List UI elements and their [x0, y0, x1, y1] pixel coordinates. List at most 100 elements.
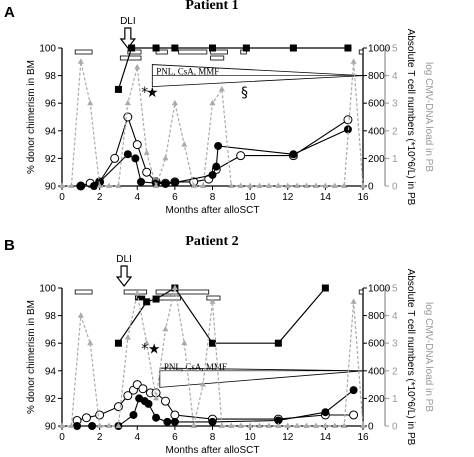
- cmv-point: [275, 182, 282, 188]
- y-left-tick-label: 92: [45, 154, 57, 165]
- cmv-point: [190, 422, 197, 428]
- cmv-point: [218, 85, 225, 92]
- t-cell-point-filled: [137, 177, 146, 186]
- chimerism-point: [152, 44, 160, 52]
- y-right-tick-label: 200: [368, 154, 385, 165]
- annotation-symbol: §: [241, 85, 248, 101]
- panel-letter: B: [4, 237, 15, 254]
- cmv-point: [322, 422, 329, 428]
- chimerism-point: [209, 339, 216, 347]
- t-cell-point-filled: [170, 417, 179, 426]
- t-cell-point-open: [170, 410, 180, 420]
- y-right-tick-label: 400: [368, 126, 385, 137]
- t-cell-point-open: [349, 410, 359, 420]
- chimerism-point: [171, 44, 179, 52]
- y-right2-tick-label: 0: [392, 182, 398, 193]
- t-cell-point-filled: [88, 422, 97, 430]
- chimerism-point: [344, 44, 352, 52]
- cmv-point: [341, 182, 348, 188]
- t-cell-point-open: [343, 115, 353, 125]
- cmv-point: [200, 381, 207, 387]
- y-left-tick-label: 98: [45, 71, 57, 82]
- cmv-point: [96, 182, 103, 188]
- cmv-point: [228, 182, 235, 188]
- cmv-point: [284, 422, 291, 428]
- y-left-axis-label: % donor chimerism in BM: [26, 300, 37, 414]
- x-tick-label: 0: [59, 192, 65, 203]
- cmv-point: [256, 422, 263, 428]
- chart-title: Patient 2: [185, 234, 238, 249]
- annotation-symbol: *: [141, 342, 148, 358]
- cmv-point: [237, 182, 244, 188]
- treatment-bar: [358, 49, 364, 55]
- t-cell-point-filled: [170, 178, 179, 187]
- t-cell-point-filled: [289, 150, 298, 159]
- cmv-point: [265, 182, 272, 188]
- y-right2-tick-label: 1: [392, 394, 398, 405]
- annotation-symbol: *: [141, 85, 148, 101]
- t-cell-point-filled: [76, 182, 85, 190]
- t-cell-point-open: [123, 391, 133, 401]
- y-right2-tick-label: 1: [392, 154, 398, 165]
- cmv-point: [284, 182, 291, 188]
- dli-arrow: [119, 27, 137, 49]
- cmv-point: [106, 422, 113, 428]
- t-cell-point-open: [123, 112, 133, 122]
- cmv-point: [59, 422, 65, 428]
- cmv-point: [134, 290, 141, 296]
- cmv-point: [294, 182, 301, 188]
- cmv-line: [62, 287, 364, 427]
- x-tick-label: 6: [172, 192, 178, 203]
- chimerism-point: [152, 295, 160, 303]
- cmv-point: [134, 63, 141, 70]
- cmv-point: [331, 422, 338, 428]
- chimerism-line: [117, 47, 348, 90]
- cmv-point: [294, 422, 301, 428]
- x-tick-label: 0: [59, 432, 65, 443]
- y-right-tick-label: 0: [368, 422, 374, 433]
- y-right2-tick-label: 2: [392, 126, 398, 137]
- cmv-point: [106, 182, 113, 188]
- chimerism-point: [128, 44, 136, 52]
- dli-label: DLI: [116, 254, 132, 265]
- y-right2-tick-label: 0: [392, 422, 398, 433]
- therapy-wedge: [159, 367, 364, 388]
- annotation-symbol: ★: [148, 342, 161, 358]
- therapy-label: PNL, CsA, MMF: [164, 362, 227, 372]
- cmv-point: [275, 422, 282, 428]
- chimerism-point: [114, 85, 122, 93]
- cmv-point: [153, 182, 160, 188]
- cmv-point: [237, 422, 244, 428]
- cmv-point: [247, 422, 254, 428]
- cmv-point: [68, 422, 75, 428]
- cmv-point: [360, 422, 366, 428]
- cmv-point: [87, 99, 94, 106]
- t-cell-point-open: [81, 413, 91, 423]
- treatment-bar: [210, 55, 225, 61]
- cmv-point: [87, 339, 94, 346]
- y-left-tick-label: 90: [45, 182, 57, 193]
- cmv-point: [153, 394, 160, 401]
- cmv-point: [350, 298, 357, 304]
- t-cell-point-open: [138, 384, 148, 394]
- cmv-point: [350, 58, 357, 64]
- y-right2-tick-label: 3: [392, 99, 398, 110]
- t-cell-point-open: [142, 167, 152, 177]
- x-tick-label: 16: [357, 192, 369, 203]
- y-right-tick-label: 400: [368, 366, 385, 377]
- cmv-point: [360, 182, 366, 188]
- y-right2-tick-label: 2: [392, 366, 398, 377]
- x-tick-label: 8: [210, 192, 216, 203]
- y-left-axis-label: % donor chimerism in BM: [26, 60, 37, 174]
- cmv-point: [265, 422, 272, 428]
- cmv-point: [200, 182, 207, 188]
- t-cell-point-open: [236, 151, 246, 161]
- y-right2-tick-label: 3: [392, 339, 398, 350]
- treatment-bar: [155, 289, 210, 295]
- chimerism-point: [114, 339, 122, 347]
- panel-letter: A: [4, 4, 15, 21]
- y-right-tick-label: 600: [368, 339, 385, 350]
- x-tick-label: 4: [134, 432, 140, 443]
